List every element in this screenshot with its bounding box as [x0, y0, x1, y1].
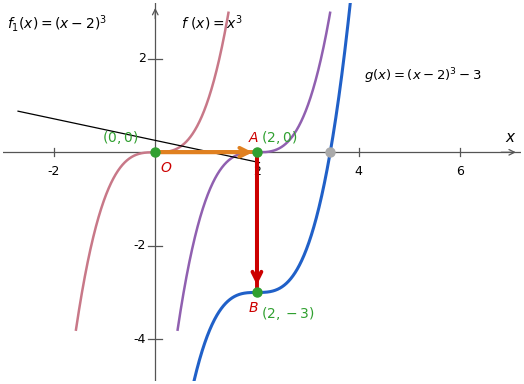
- Text: $B$: $B$: [248, 301, 258, 315]
- Text: 6: 6: [456, 166, 464, 179]
- Text: $f_1(x)=(x-2)^3$: $f_1(x)=(x-2)^3$: [7, 13, 107, 34]
- Text: 2: 2: [253, 166, 261, 179]
- Text: -4: -4: [134, 333, 146, 346]
- Text: $g(x) = (x-2)^3-3$: $g(x) = (x-2)^3-3$: [364, 66, 482, 86]
- Text: $O$: $O$: [160, 161, 173, 175]
- Text: 4: 4: [355, 166, 363, 179]
- Text: $(2, 0)$: $(2, 0)$: [261, 129, 297, 146]
- Text: $(0, 0)$: $(0, 0)$: [102, 129, 138, 146]
- Text: $A$: $A$: [248, 131, 259, 145]
- Text: $f\ (x) = x^3$: $f\ (x) = x^3$: [181, 13, 243, 33]
- Text: -2: -2: [47, 166, 60, 179]
- Text: -2: -2: [134, 239, 146, 252]
- Text: $(2, -3)$: $(2, -3)$: [261, 305, 314, 322]
- Text: $x$: $x$: [505, 131, 516, 145]
- Text: 2: 2: [138, 52, 146, 65]
